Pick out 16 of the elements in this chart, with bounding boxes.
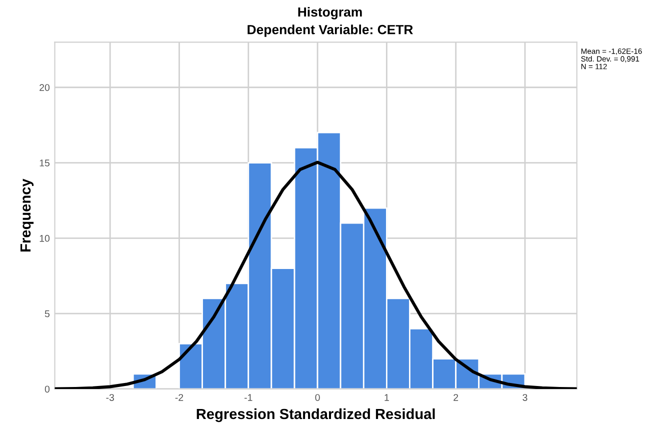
y-tick-label: 20 <box>40 84 50 91</box>
y-tick-label: 5 <box>44 310 50 318</box>
x-tick-label: -2 <box>175 394 184 401</box>
y-axis-title: Frequency <box>20 178 34 252</box>
y-tick-label: 0 <box>44 386 50 393</box>
chart-title: Histogram <box>298 6 362 20</box>
y-tick-label: 15 <box>40 160 50 166</box>
x-tick-label: -3 <box>106 394 114 401</box>
y-tick-label: 10 <box>40 234 50 242</box>
chart-subtitle: Dependent Variable: CETR <box>248 24 413 37</box>
x-tick-label: 1 <box>384 394 389 401</box>
x-tick-label: 3 <box>522 394 528 401</box>
x-tick-label: 2 <box>454 394 458 401</box>
x-axis-title: Regression Standardized Residual <box>196 408 435 422</box>
x-tick-label: -1 <box>244 394 252 401</box>
x-tick-label: 0 <box>315 394 320 401</box>
